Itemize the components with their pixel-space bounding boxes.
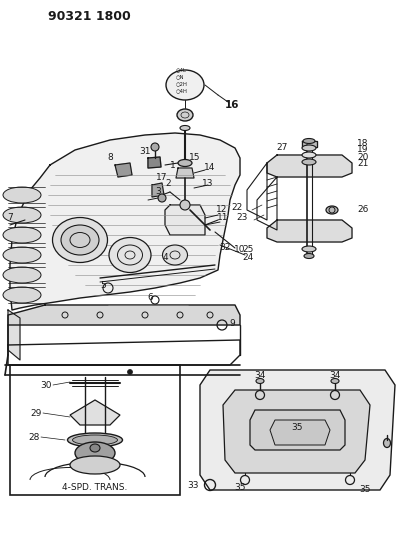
Text: 35: 35 [291,423,303,432]
Text: 20: 20 [357,152,369,161]
Ellipse shape [162,245,187,265]
Polygon shape [10,133,240,310]
Polygon shape [200,370,395,490]
Polygon shape [267,155,352,177]
Circle shape [180,200,190,210]
Polygon shape [250,410,345,450]
Ellipse shape [166,70,204,100]
Polygon shape [223,390,370,473]
Ellipse shape [3,227,41,243]
Ellipse shape [75,442,115,464]
Text: 13: 13 [202,179,214,188]
Polygon shape [267,220,352,242]
Text: 14: 14 [204,164,216,173]
Ellipse shape [302,145,316,151]
Ellipse shape [302,246,316,252]
Text: 27: 27 [276,142,288,151]
Ellipse shape [3,247,41,263]
Text: 22: 22 [231,203,243,212]
Ellipse shape [3,207,41,223]
Text: 30: 30 [41,381,52,390]
Text: 34: 34 [254,370,266,379]
Ellipse shape [70,456,120,474]
Text: 1: 1 [170,160,176,169]
Text: 25: 25 [242,246,254,254]
Text: 24: 24 [242,253,253,262]
Polygon shape [70,400,120,425]
Polygon shape [115,163,132,177]
Ellipse shape [326,206,338,214]
Ellipse shape [90,444,100,452]
Text: ○4L
○N
○2H
○4H: ○4L ○N ○2H ○4H [176,67,188,93]
Text: 33: 33 [187,481,199,489]
Polygon shape [8,310,20,360]
Text: 10: 10 [234,246,246,254]
Text: 35: 35 [234,483,246,492]
Text: 6: 6 [147,293,153,302]
Text: 4-SPD. TRANS.: 4-SPD. TRANS. [62,482,128,491]
Text: 31: 31 [139,148,151,157]
Ellipse shape [331,378,339,384]
Text: 21: 21 [357,159,369,168]
Ellipse shape [177,109,193,121]
Ellipse shape [3,187,41,203]
Bar [10,365,180,495]
Text: 29: 29 [31,408,42,417]
Polygon shape [270,420,330,445]
Polygon shape [302,141,317,147]
Text: 5: 5 [100,280,106,289]
Text: 23: 23 [236,213,248,222]
Ellipse shape [384,439,390,448]
Polygon shape [176,168,194,178]
Text: 3: 3 [155,188,161,197]
Polygon shape [165,205,205,235]
Ellipse shape [302,152,316,158]
Polygon shape [152,183,164,197]
Text: 15: 15 [189,152,201,161]
Text: 32: 32 [219,243,231,252]
Text: 18: 18 [357,139,369,148]
Text: 9: 9 [229,319,235,327]
Polygon shape [148,157,161,168]
Ellipse shape [53,217,107,262]
Ellipse shape [304,254,314,259]
Ellipse shape [178,159,192,166]
Text: 11: 11 [217,214,229,222]
Polygon shape [8,305,240,325]
Text: 12: 12 [216,206,228,214]
Text: 7: 7 [7,214,13,222]
Text: 35: 35 [359,486,371,495]
Text: 17: 17 [156,174,168,182]
Ellipse shape [61,225,99,255]
Circle shape [151,143,159,151]
Ellipse shape [3,287,41,303]
Ellipse shape [3,267,41,283]
Text: 2: 2 [165,180,171,189]
Text: 28: 28 [29,432,40,441]
Text: 90321 1800: 90321 1800 [48,11,131,23]
Text: 26: 26 [357,206,369,214]
Ellipse shape [303,139,315,143]
Circle shape [127,369,133,375]
Ellipse shape [72,435,117,445]
Ellipse shape [180,125,190,131]
Ellipse shape [302,159,316,165]
Ellipse shape [256,378,264,384]
Text: 16: 16 [225,100,239,110]
Text: 4: 4 [162,253,168,262]
Ellipse shape [68,433,123,447]
Text: 8: 8 [107,154,113,163]
Text: 34: 34 [329,370,341,379]
Ellipse shape [109,238,151,272]
Circle shape [158,194,166,202]
Text: 19: 19 [357,146,369,155]
